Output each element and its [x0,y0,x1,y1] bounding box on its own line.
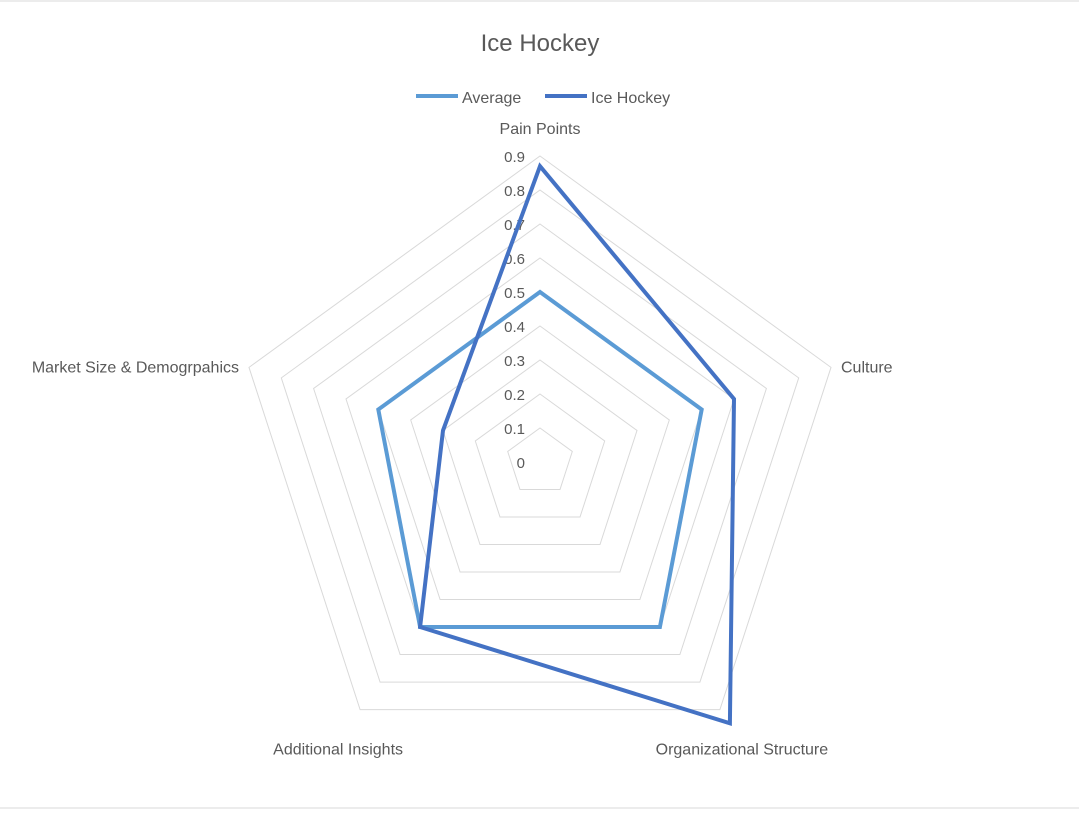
tick-label-2: 0.2 [504,387,525,404]
tick-label-4: 0.4 [504,319,525,336]
tick-label-1: 0.1 [504,421,525,438]
category-labels: Pain Points Culture Organizational Structu… [32,121,893,759]
radar-series [376,162,737,727]
grid-ring-7 [313,223,767,655]
grid-ring-1 [507,427,573,490]
category-label-culture: Culture [841,359,893,376]
legend-label-average: Average [462,90,521,107]
series-line-average [376,289,704,629]
category-label-pain-points: Pain Points [500,121,581,138]
tick-label-0: 0 [517,455,525,472]
grid-ring-3 [442,359,638,545]
chart-title: Ice Hockey [481,30,600,57]
legend-item-ice-hockey[interactable]: Ice Hockey [545,90,670,107]
category-label-market-size-demogrpahics: Market Size & Demogrpahics [32,359,239,376]
grid-ring-8 [280,189,800,683]
grid-ring-4 [410,325,670,573]
legend-item-average[interactable]: Average [416,90,521,107]
category-label-additional-insights: Additional Insights [273,742,403,759]
grid-ring-2 [474,393,606,518]
legend-label-ice-hockey: Ice Hockey [591,90,670,107]
radar-grid [248,155,832,711]
radial-tick-labels: 00.10.20.30.40.50.60.70.80.9 [504,149,525,472]
tick-label-3: 0.3 [504,353,525,370]
legend: Average Ice Hockey [416,90,670,107]
grid-ring-9 [248,155,832,711]
tick-label-5: 0.5 [504,285,525,302]
tick-label-9: 0.9 [504,149,525,166]
tick-label-8: 0.8 [504,183,525,200]
series-line-ice-hockey [417,162,737,727]
category-label-organizational-structure: Organizational Structure [656,742,829,759]
